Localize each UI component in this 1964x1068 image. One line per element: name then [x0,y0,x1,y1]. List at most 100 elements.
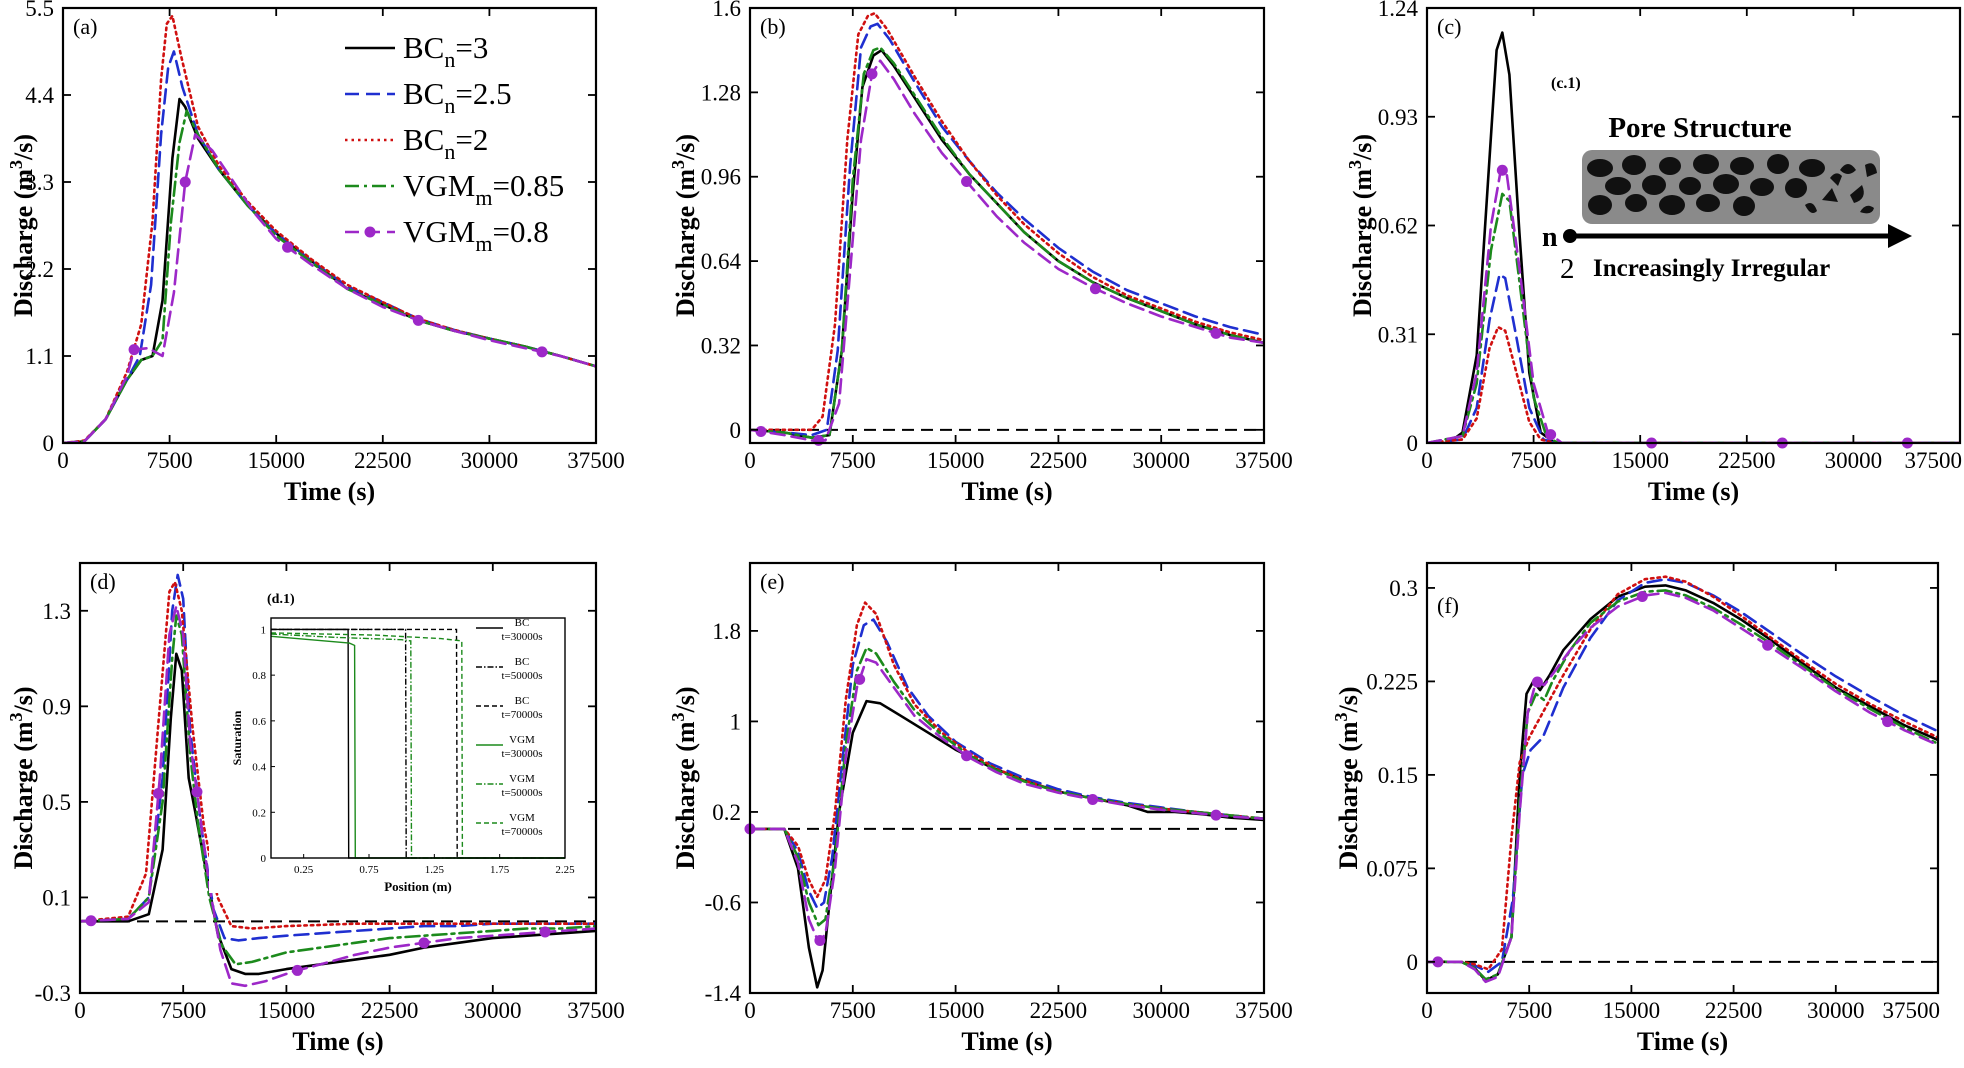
inset-y-title: Saturation [230,710,244,765]
series-line-2 [63,14,596,443]
x-axis-title: Time (s) [292,1027,383,1056]
y-tick-label: 0 [1407,950,1419,975]
y-tick-label: 0 [730,418,742,443]
series-marker-4-4 [1089,283,1101,295]
y-tick-label: 1.8 [712,619,741,644]
inset-x-tick-label: 1.75 [490,864,510,876]
x-tick-label: 15000 [1611,448,1669,473]
inset-legend-time: t=50000s [501,670,542,682]
x-tick-label: 22500 [354,448,412,473]
series-line-3 [750,46,1264,439]
series-marker-4-0 [1432,956,1444,968]
y-tick-label: 0 [1407,431,1419,456]
pore-grain [1642,175,1666,195]
series-line-4 [80,604,596,988]
y-tick-label: 1 [730,709,742,734]
plot-frame [748,561,1266,995]
series-marker-4-1 [152,788,164,800]
panel-d: 0 7500 15000 22500 30000 37500 -0.3 0.1 0.5 0.9 1.… [6,561,625,1056]
pore-grain-irregular [1822,188,1838,202]
inset-label: (c.1) [1551,75,1581,92]
panel-f: 0 7500 15000 22500 30000 37500 0 0.075 0.15 0.225… [1331,561,1940,1056]
inset-legend-name: VGM [509,734,535,746]
legend-entry-1: BCn=2.5 [403,76,512,118]
series-marker-4-2 [282,241,294,253]
pore-grain [1785,178,1807,198]
series-marker-4-2 [191,786,203,798]
inset-x-title: Position (m) [384,879,452,894]
inset-legend-time: t=50000s [501,787,542,799]
legend-entry-4: VGMm=0.8 [403,214,549,256]
pore-grain-irregular [1860,205,1874,214]
series-marker-4-1 [1531,676,1543,688]
y-tick-label: 0.1 [42,885,71,910]
x-tick-label: 0 [57,448,69,473]
inset-y-tick-label: 0.6 [252,716,266,728]
pore-grain [1799,159,1825,177]
inset-x-tick-label: 1.25 [425,864,445,876]
x-axis-title: Time (s) [1648,477,1739,506]
series-marker-4-2 [854,673,866,685]
pore-grain [1693,154,1719,174]
x-tick-label: 0 [1421,998,1433,1023]
y-tick-label: 1.6 [712,0,741,21]
y-tick-label: 1.24 [1378,0,1419,21]
inset-frame [270,617,566,859]
inset-y-tick-label: 0.4 [252,762,266,774]
pore-grain [1767,154,1789,174]
panel-tag: (f) [1437,593,1459,618]
y-axis-title: Discharge (m3/s) [1345,134,1377,317]
x-tick-label: 7500 [147,448,193,473]
series-marker-4-0 [85,915,97,927]
y-tick-label: 0.31 [1378,322,1418,347]
series-marker-4-5 [1210,327,1222,339]
series-line-0 [80,652,596,976]
plot-frame [1425,6,1962,445]
inset-x-tick-label: 0.75 [359,864,379,876]
x-tick-label: 15000 [927,998,985,1023]
series-marker-4-5 [1210,809,1222,821]
inset-legend-name: VGM [509,773,535,785]
inset-x-tick-label: 2.25 [555,864,575,876]
x-tick-label: 30000 [1132,998,1190,1023]
x-tick-label: 37500 [567,998,625,1023]
series-marker-4-4 [418,937,430,949]
pore-grain [1659,195,1685,215]
x-tick-label: 37500 [1235,998,1293,1023]
plot-frame [61,6,598,445]
inset-y-tick-label: 0 [261,853,267,865]
series-line-1 [750,618,1264,910]
x-tick-label: 22500 [1030,448,1088,473]
series-line-0 [750,699,1264,989]
x-tick-label: 37500 [1235,448,1293,473]
series-marker-4-3 [961,175,973,187]
x-tick-label: 15000 [927,448,985,473]
series-group [63,14,596,443]
series-marker-4-0 [1496,164,1508,176]
series-marker-4-0 [755,426,767,438]
series-line-0 [1427,584,1938,982]
plot-frame [748,6,1266,445]
pore-grain [1713,174,1739,194]
series-line-3 [1427,192,1960,443]
y-tick-label: -0.3 [35,981,71,1006]
y-tick-label: 0.075 [1366,856,1418,881]
panel-tag: (a) [73,14,97,39]
inset-title: Pore Structure [1608,112,1791,144]
y-tick-label: 4.4 [25,83,54,108]
plot-frame [1425,561,1940,995]
x-tick-label: 22500 [1030,998,1088,1023]
pore-grain [1733,196,1755,216]
y-tick-label: 0.62 [1378,214,1418,239]
pore-grain-irregular [1805,203,1817,213]
inset-legend-time: t=70000s [501,709,542,721]
x-tick-label: 7500 [1511,448,1557,473]
saturation-inset: 0.25 0.75 1.25 1.75 2.25 0 0.2 0.4 0.6 0.8 1 (d.1) P… [209,583,581,894]
panel-tag: (b) [760,14,786,39]
y-tick-label: -0.6 [705,890,741,915]
series-marker-4-0 [128,344,140,356]
series-line-1 [80,573,596,942]
x-tick-label: 22500 [1705,998,1763,1023]
panel-tag: (e) [760,569,784,594]
